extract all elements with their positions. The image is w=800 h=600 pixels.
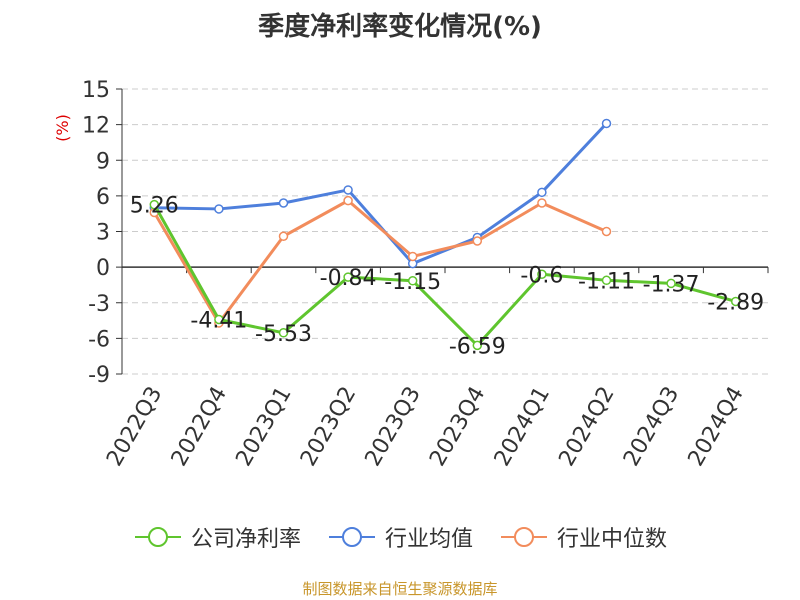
- legend-symbol: [134, 527, 181, 547]
- data-label: -1.37: [643, 272, 700, 297]
- grid-lines: [122, 88, 768, 375]
- data-label: -1.15: [384, 270, 441, 295]
- legend-item[interactable]: 公司净利率: [133, 521, 301, 553]
- data-label: -1.11: [578, 269, 635, 294]
- data-label: -4.41: [190, 308, 247, 333]
- legend-label: 行业均值: [384, 527, 473, 552]
- data-label: -2.89: [707, 290, 764, 315]
- y-tick-label: -9: [88, 363, 110, 388]
- data-point: [214, 204, 224, 214]
- x-tick-label: 2022Q4: [167, 383, 232, 471]
- source-note: 制图数据来自恒生聚源数据库: [302, 580, 498, 598]
- data-label: 5.26: [130, 194, 179, 219]
- data-point: [537, 198, 547, 208]
- data-point: [407, 251, 418, 262]
- legend-marker: [514, 527, 534, 547]
- data-point: [278, 231, 289, 241]
- chart-title: 季度净利率变化情况(%): [258, 12, 542, 42]
- data-point: [407, 276, 418, 286]
- legend: 公司净利率 行业均值 行业中位数: [0, 520, 800, 554]
- legend-symbol: [501, 527, 547, 547]
- y-axis-title: (%): [53, 114, 72, 142]
- y-tick-label: 6: [96, 185, 110, 210]
- data-label: -0.6: [520, 263, 563, 288]
- y-tick-label: 12: [82, 114, 110, 139]
- data-point: [278, 328, 289, 338]
- data-labels: 5.26 -4.41 -5.53 -0.84 -1.15 -6.59 -0.6 -1.11 -1…: [130, 194, 764, 360]
- data-point: [601, 118, 612, 129]
- data-point: [278, 198, 289, 208]
- data-point: [730, 296, 741, 307]
- y-tick-label: 15: [82, 78, 110, 103]
- data-label: -5.53: [255, 322, 312, 347]
- x-tick-label: 2024Q3: [619, 383, 684, 471]
- data-point: [343, 185, 353, 195]
- data-point: [214, 314, 224, 325]
- x-tick-label: 2023Q2: [296, 383, 361, 471]
- y-tick-label: 9: [96, 149, 110, 174]
- y-tick-label: -3: [88, 292, 110, 317]
- data-point: [537, 187, 547, 198]
- data-point: [149, 199, 160, 210]
- y-tick-label: 0: [96, 256, 110, 281]
- series-lines: [149, 118, 741, 351]
- legend-item[interactable]: 行业中位数: [499, 521, 667, 553]
- data-point: [343, 272, 353, 282]
- data-point: [472, 340, 483, 351]
- y-tick-label: 3: [96, 221, 110, 246]
- x-tick-label: 2023Q4: [425, 383, 490, 471]
- data-point: [666, 278, 676, 289]
- x-tick-label: 2022Q3: [102, 383, 167, 471]
- data-label: -6.59: [449, 334, 506, 359]
- data-point: [537, 269, 547, 279]
- data-label: -0.84: [320, 266, 377, 291]
- x-tick-label: 2023Q3: [361, 383, 426, 471]
- legend-item[interactable]: 行业均值: [327, 521, 473, 553]
- legend-symbol: [328, 527, 375, 547]
- x-tick-label: 2024Q4: [684, 383, 749, 471]
- data-point: [601, 275, 612, 286]
- legend-label: 公司净利率: [190, 527, 301, 552]
- x-tick-label: 2024Q2: [554, 383, 619, 471]
- x-tick-label: 2024Q1: [490, 383, 555, 471]
- x-tick-label: 2023Q1: [231, 383, 296, 471]
- series-line: [152, 203, 737, 347]
- data-point: [343, 195, 353, 206]
- legend-marker: [147, 527, 168, 547]
- data-point: [601, 226, 612, 237]
- y-tick-label: -6: [88, 327, 110, 352]
- series-line: [153, 199, 608, 325]
- data-point: [472, 236, 483, 246]
- legend-label: 行业中位数: [557, 527, 668, 552]
- legend-marker: [341, 527, 362, 547]
